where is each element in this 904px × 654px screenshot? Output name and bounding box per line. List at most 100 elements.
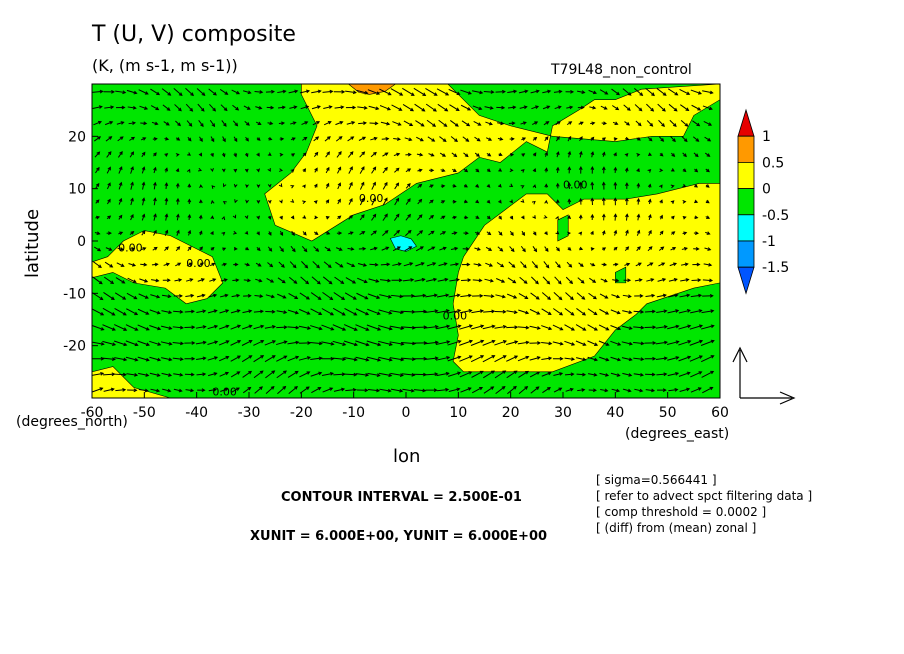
vector-arrow [428,199,434,204]
vector-arrow [394,182,400,190]
vector-arrow [587,308,598,316]
vector-arrow [598,324,610,331]
vector-arrow [311,387,322,394]
vector-arrow [509,246,515,253]
vector-arrow [494,370,507,379]
vector-arrow [486,199,491,204]
vector-arrow [244,120,250,126]
vector-arrow [325,151,330,158]
vector-arrow [288,386,299,394]
vector-arrow [648,229,652,236]
vector-arrow [231,387,240,393]
vector-arrow [682,200,687,204]
vector-arrow [172,325,184,330]
vector-arrow [428,214,435,220]
vector-arrow [106,166,111,174]
vector-arrow [310,341,323,346]
vector-arrow [542,276,551,285]
vector-arrow [590,213,595,221]
vector-arrow [219,88,229,95]
vector-arrow [633,357,645,361]
vector-arrow [164,153,169,157]
vector-arrow [518,89,529,94]
vector-arrow [554,276,562,285]
vector-arrow [541,325,553,331]
vector-arrow [621,357,633,362]
vector-arrow [578,214,583,220]
vector-arrow [599,308,610,315]
vector-arrow [265,89,275,94]
vector-arrow [366,356,382,362]
vector-arrow [460,89,472,95]
vector-arrow [187,136,192,142]
vector-arrow [438,262,448,267]
vector-arrow [405,213,411,221]
vector-arrow [624,262,631,267]
vector-arrow [417,198,423,205]
vector-arrow [680,262,689,267]
vector-arrow [106,198,111,205]
vector-arrow [482,339,496,346]
vector-arrow [440,200,446,204]
vector-arrow [645,372,656,377]
vector-arrow [636,137,641,141]
vector-arrow [413,87,427,96]
vector-arrow [162,388,172,393]
vector-arrow [335,247,343,251]
vector-arrow [173,294,183,298]
vector-arrow [694,215,699,220]
vector-arrow [233,152,238,158]
colorbar-label: -0.5 [762,208,789,224]
vector-arrow [197,388,206,393]
vector-arrow [532,246,538,253]
vector-arrow [242,386,252,394]
vector-arrow [222,183,227,188]
vector-arrow [520,121,527,125]
vector-arrow [541,356,553,361]
vector-arrow [587,324,598,331]
vector-arrow [199,136,203,142]
vector-arrow [172,341,185,346]
vector-arrow [278,121,286,126]
vector-arrow [105,247,113,251]
vector-arrow [291,230,295,236]
vector-arrow [448,88,461,96]
vector-arrow [359,166,365,174]
vector-arrow [509,199,513,204]
vector-arrow [198,214,203,220]
vector-arrow [701,309,715,314]
vector-arrow [254,294,264,298]
vector-arrow [267,262,274,268]
vector-arrow [689,324,704,330]
vector-arrow [125,340,139,347]
vector-arrow [128,263,137,267]
vector-arrow [392,121,402,126]
vector-arrow [624,121,631,126]
vector-arrow [391,104,403,111]
vector-arrow [208,88,217,96]
vector-arrow [647,183,652,188]
vector-arrow [357,277,368,284]
vector-arrow [636,168,640,173]
colorbar-label: 1 [762,129,771,145]
vector-arrow [115,277,126,284]
vector-arrow [218,324,230,330]
vector-arrow [701,370,715,378]
vector-arrow [313,151,319,158]
vector-arrow [646,278,655,282]
vector-arrow [196,356,207,361]
vector-arrow [648,152,652,156]
vector-arrow [427,136,436,142]
vector-arrow [437,387,450,392]
vector-arrow [405,198,411,205]
vector-arrow [311,276,321,285]
vector-arrow [184,341,196,345]
vector-arrow [137,356,150,362]
x-tick-label: -50 [133,405,156,421]
vector-arrow [656,372,668,377]
vector-arrow [494,324,507,329]
vector-arrow [92,324,105,331]
vector-arrow [435,340,451,346]
vector-arrow [127,388,138,393]
vector-arrow [367,388,381,393]
